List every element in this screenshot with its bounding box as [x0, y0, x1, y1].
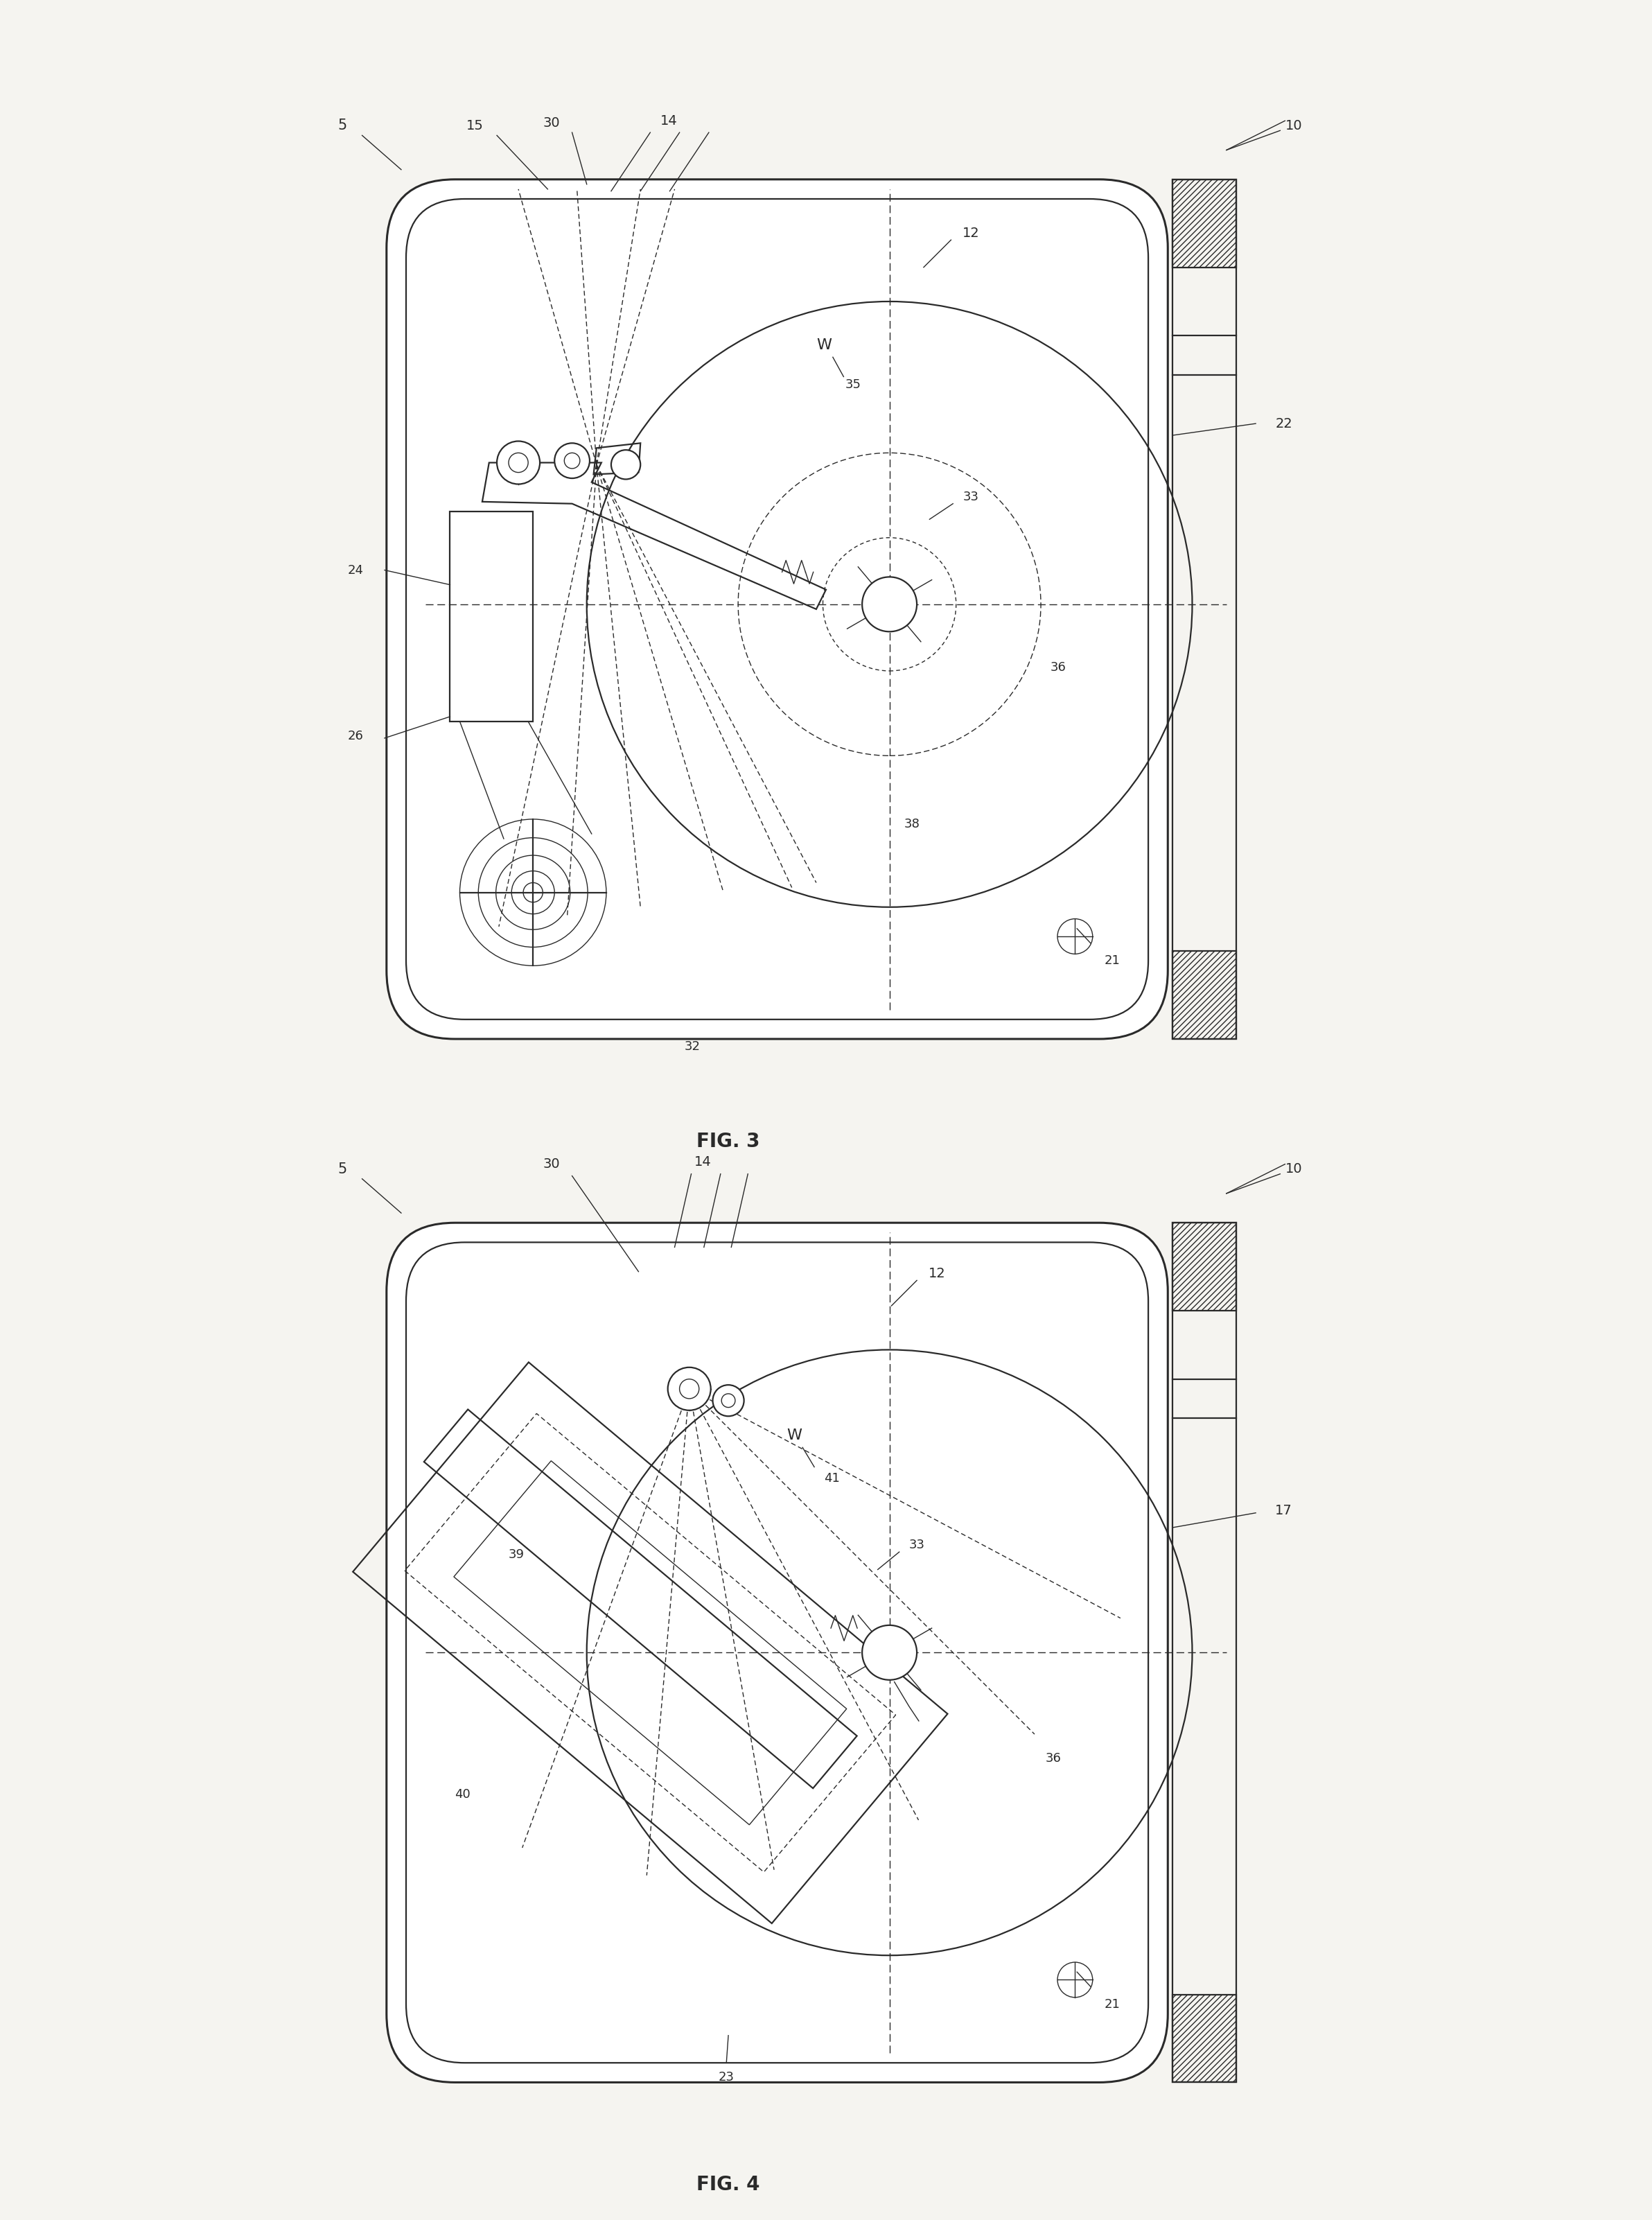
Text: 35: 35	[846, 377, 861, 391]
Text: 10: 10	[1285, 120, 1302, 133]
Circle shape	[497, 442, 540, 484]
Bar	[449, 511, 534, 722]
Text: W: W	[816, 337, 831, 353]
Text: FIG. 3: FIG. 3	[697, 1132, 760, 1152]
Text: 24: 24	[347, 564, 363, 577]
Text: 22: 22	[1275, 417, 1292, 431]
Text: FIG. 4: FIG. 4	[697, 2176, 760, 2196]
Text: 14: 14	[661, 113, 677, 127]
Bar	[1173, 1223, 1236, 2082]
Text: 21: 21	[1104, 955, 1120, 968]
Bar	[1173, 1994, 1236, 2082]
Text: 33: 33	[963, 491, 978, 504]
Text: 33: 33	[909, 1538, 925, 1552]
Text: 36: 36	[1051, 662, 1067, 675]
Text: 39: 39	[509, 1550, 525, 1561]
Text: 40: 40	[454, 1787, 471, 1800]
Text: 12: 12	[963, 226, 980, 240]
Text: 10: 10	[1285, 1163, 1302, 1177]
Text: 21: 21	[1104, 1998, 1120, 2011]
Text: 32: 32	[684, 1041, 700, 1052]
Circle shape	[611, 451, 641, 480]
Text: 23: 23	[719, 2071, 735, 2085]
Text: 14: 14	[694, 1157, 712, 1168]
Text: 38: 38	[904, 817, 920, 830]
Text: 41: 41	[824, 1472, 839, 1485]
Circle shape	[862, 577, 917, 633]
Text: 5: 5	[337, 1161, 347, 1177]
Circle shape	[667, 1368, 710, 1410]
FancyBboxPatch shape	[387, 180, 1168, 1039]
Text: 17: 17	[1275, 1505, 1292, 1518]
Bar	[1173, 180, 1236, 266]
Text: 30: 30	[544, 115, 560, 129]
Text: 26: 26	[347, 730, 363, 741]
Circle shape	[555, 444, 590, 477]
FancyBboxPatch shape	[387, 1223, 1168, 2082]
Text: 5: 5	[337, 118, 347, 133]
Text: W: W	[786, 1430, 803, 1443]
Text: 30: 30	[544, 1157, 560, 1170]
Text: 12: 12	[928, 1268, 945, 1281]
Bar	[1173, 1223, 1236, 1310]
Circle shape	[712, 1385, 743, 1416]
Text: 15: 15	[466, 120, 484, 133]
Circle shape	[862, 1625, 917, 1681]
Bar	[1173, 180, 1236, 1039]
Bar	[1173, 950, 1236, 1039]
Text: 36: 36	[1046, 1752, 1062, 1765]
